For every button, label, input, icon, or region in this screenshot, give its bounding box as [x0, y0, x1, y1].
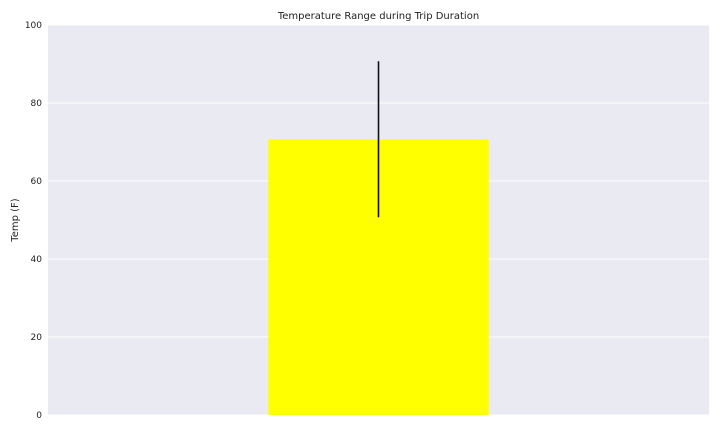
y-tick-label: 80: [31, 99, 43, 109]
y-tick-label: 0: [36, 411, 42, 421]
y-tick-label: 100: [25, 21, 42, 31]
y-tick-label: 60: [31, 177, 43, 187]
y-tick-labels: 0 20 40 60 80 100: [25, 21, 42, 421]
y-tick-label: 20: [31, 333, 43, 343]
chart-title: Temperature Range during Trip Duration: [277, 11, 479, 22]
y-axis-label: Temp (F): [10, 198, 21, 242]
y-tick-label: 40: [31, 255, 43, 265]
